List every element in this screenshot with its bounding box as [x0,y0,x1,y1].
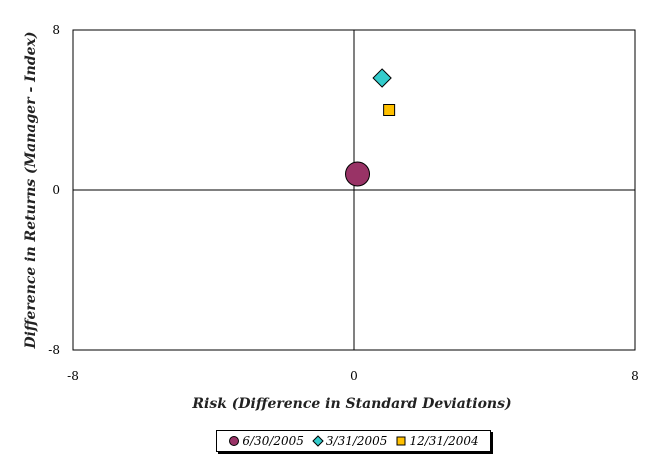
y-tick-label: 8 [52,23,60,37]
data-point-square [383,104,396,116]
legend-label: 12/31/2004 [409,434,479,448]
x-tick-labels: -8 0 8 [67,369,639,383]
legend-label: 6/30/2005 [242,434,304,448]
legend: 6/30/2005 3/31/2005 12/31/2004 [216,430,491,452]
x-tick-label: 8 [631,369,639,383]
legend-marker-diamond [312,435,324,447]
y-tick-labels: 8 0 -8 [48,23,60,357]
legend-marker-shape [312,435,324,447]
x-tick-label: 0 [350,369,358,383]
legend-item: 3/31/2005 [312,434,388,448]
legend-marker-shape [396,436,406,446]
y-tick-label: 0 [52,183,60,197]
data-points [345,68,396,187]
legend-marker-circle [229,436,240,446]
y-tick-label: -8 [48,343,60,357]
y-axis-title: Difference in Returns (Manager - Index) [23,31,39,349]
legend-label: 3/31/2005 [325,434,388,448]
legend-marker-shape [229,436,240,446]
x-axis-title: Risk (Difference in Standard Deviations) [191,396,511,412]
legend-item: 6/30/2005 [228,434,304,448]
data-point-circle [345,161,371,187]
legend-item: 12/31/2004 [395,434,479,448]
data-point-diamond [372,68,392,88]
legend-marker-square [396,436,406,446]
x-tick-label: -8 [67,369,79,383]
